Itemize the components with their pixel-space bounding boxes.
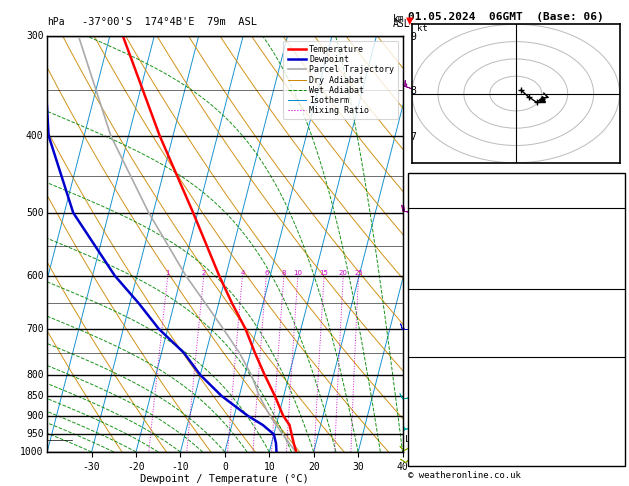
Text: θᵉ(K): θᵉ(K) [411, 246, 441, 257]
Text: 01.05.2024  06GMT  (Base: 06): 01.05.2024 06GMT (Base: 06) [408, 12, 603, 22]
Text: 900: 900 [26, 411, 43, 420]
Text: 2: 2 [202, 270, 206, 276]
Text: 850: 850 [26, 391, 43, 401]
Text: 8: 8 [282, 270, 286, 276]
Text: CIN (J): CIN (J) [411, 353, 452, 364]
Text: 0: 0 [615, 285, 621, 295]
Legend: Temperature, Dewpoint, Parcel Trajectory, Dry Adiabat, Wet Adiabat, Isotherm, Mi: Temperature, Dewpoint, Parcel Trajectory… [284, 41, 398, 120]
Text: Temp (°C): Temp (°C) [411, 221, 464, 231]
Text: 1003: 1003 [598, 302, 621, 312]
Text: 6: 6 [264, 270, 269, 276]
X-axis label: Dewpoint / Temperature (°C): Dewpoint / Temperature (°C) [140, 474, 309, 485]
Text: 1: 1 [165, 270, 170, 276]
Text: LCL: LCL [405, 435, 421, 444]
Text: 300: 300 [26, 32, 43, 41]
Text: 43: 43 [609, 191, 621, 201]
Text: 3: 3 [615, 260, 621, 270]
Text: 400: 400 [26, 131, 43, 141]
Text: hPa: hPa [47, 17, 65, 27]
Text: -28: -28 [603, 370, 621, 380]
Text: EH: EH [411, 370, 423, 380]
Text: 15: 15 [320, 270, 328, 276]
Text: 600: 600 [26, 271, 43, 281]
Text: 313: 313 [603, 246, 621, 257]
Text: 11.7: 11.7 [598, 234, 621, 244]
Text: 700: 700 [26, 324, 43, 334]
Text: CIN (J): CIN (J) [411, 285, 452, 295]
Text: 4: 4 [240, 270, 245, 276]
Text: 73: 73 [609, 272, 621, 282]
Text: 20: 20 [339, 270, 348, 276]
Text: CAPE (J): CAPE (J) [411, 272, 459, 282]
Text: θᵉ (K): θᵉ (K) [411, 315, 447, 325]
Text: -37°00'S  174°4B'E  79m  ASL: -37°00'S 174°4B'E 79m ASL [82, 17, 257, 27]
Text: Totals Totals: Totals Totals [411, 191, 487, 201]
Text: 16.2: 16.2 [598, 221, 621, 231]
Text: Surface: Surface [496, 209, 537, 219]
Text: ASL: ASL [393, 19, 411, 29]
Text: StmSpd (kt): StmSpd (kt) [411, 409, 476, 419]
Text: 950: 950 [26, 429, 43, 439]
Text: 1000: 1000 [20, 447, 43, 457]
Text: 3: 3 [615, 328, 621, 338]
Text: Lifted Index: Lifted Index [411, 328, 482, 338]
Text: 800: 800 [26, 370, 43, 380]
Text: Pressure (mb): Pressure (mb) [411, 302, 487, 312]
Text: StmDir: StmDir [411, 396, 447, 406]
Text: 73: 73 [609, 341, 621, 350]
Text: 10: 10 [293, 270, 303, 276]
Y-axis label: Mixing Ratio (g/kg): Mixing Ratio (g/kg) [418, 193, 427, 295]
Text: 25: 25 [609, 409, 621, 419]
Text: SREH: SREH [411, 383, 435, 393]
Text: Dewp (°C): Dewp (°C) [411, 234, 464, 244]
Text: © weatheronline.co.uk: © weatheronline.co.uk [408, 471, 520, 480]
Text: CAPE (J): CAPE (J) [411, 341, 459, 350]
Text: K: K [411, 178, 417, 189]
Text: Lifted Index: Lifted Index [411, 260, 482, 270]
Text: 299°: 299° [598, 396, 621, 406]
Text: 2.1: 2.1 [603, 204, 621, 214]
Text: 25: 25 [354, 270, 363, 276]
Text: 0: 0 [615, 353, 621, 364]
Text: 48: 48 [609, 383, 621, 393]
Text: ▼: ▼ [406, 16, 414, 25]
Text: kt: kt [417, 24, 428, 33]
Text: Hodograph: Hodograph [489, 359, 543, 369]
Text: PW (cm): PW (cm) [411, 204, 452, 214]
Text: 11: 11 [609, 178, 621, 189]
Text: Most Unstable: Most Unstable [478, 291, 554, 300]
Text: 313: 313 [603, 315, 621, 325]
Text: km: km [393, 14, 405, 24]
Text: 500: 500 [26, 208, 43, 218]
